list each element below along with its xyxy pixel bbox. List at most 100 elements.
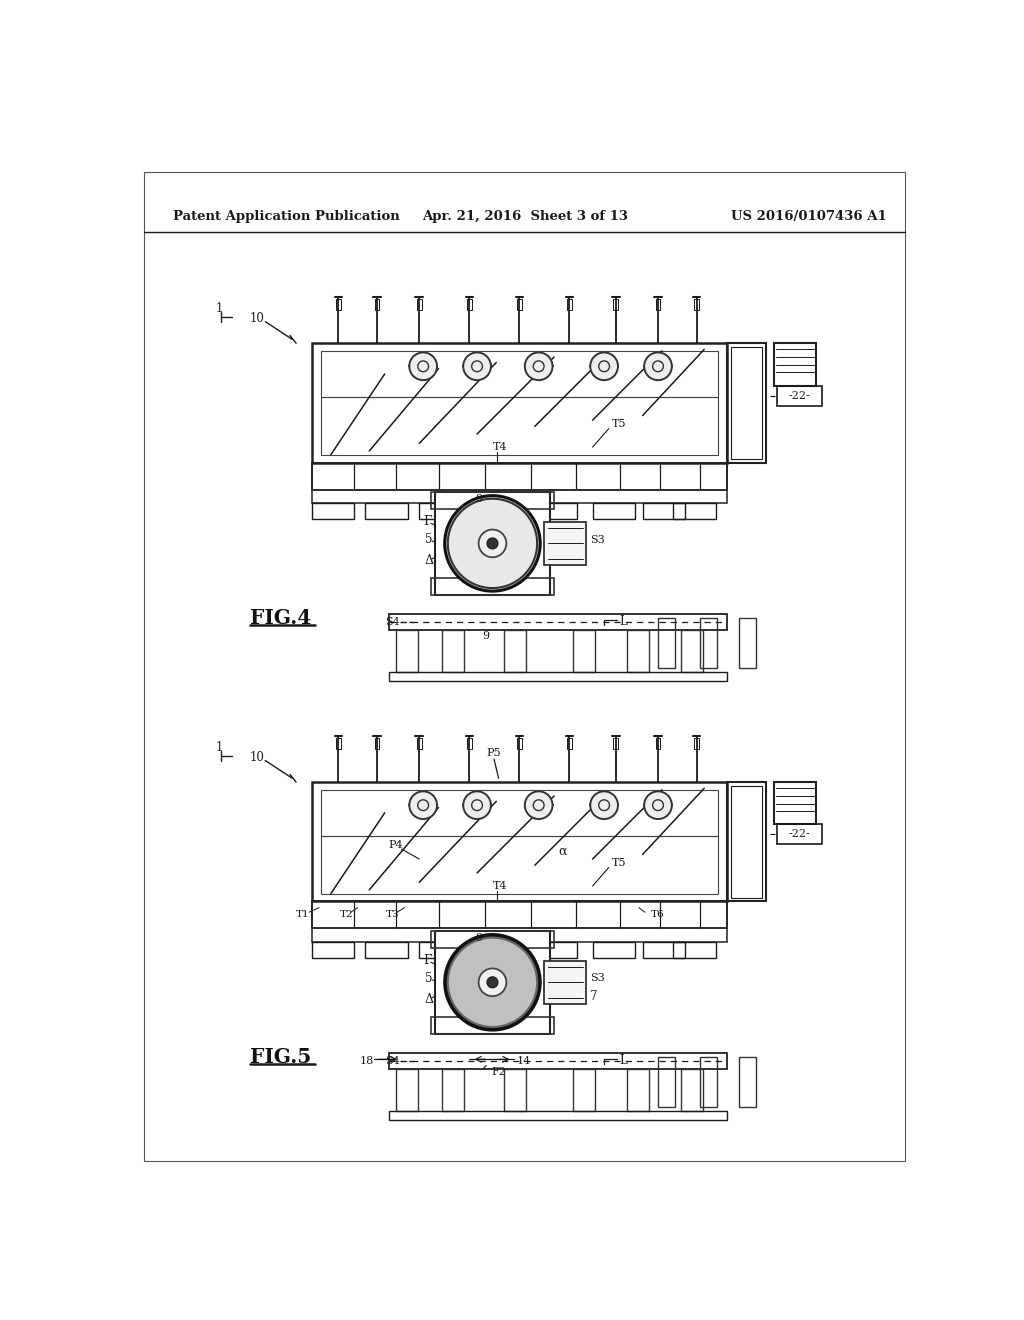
Text: 1: 1 (215, 741, 222, 754)
Text: Δ: Δ (425, 554, 434, 566)
Bar (655, 738, 660, 748)
Text: L: L (620, 615, 628, 628)
Bar (731, 785, 762, 898)
Bar (321, 397, 718, 455)
Text: T4: T4 (493, 442, 507, 453)
Bar (643, 503, 685, 519)
Text: Patent Application Publication: Patent Application Publication (173, 210, 399, 223)
Circle shape (463, 792, 490, 818)
Bar (567, 738, 571, 748)
Text: S4: S4 (385, 1056, 399, 1065)
Bar (336, 738, 341, 748)
Bar (431, 578, 554, 595)
Text: 10: 10 (250, 312, 265, 325)
Bar (773, 781, 816, 825)
Bar (467, 300, 472, 310)
Bar (388, 1111, 727, 1121)
Text: T4: T4 (493, 880, 507, 891)
Text: F2: F2 (490, 1068, 506, 1077)
Text: S3: S3 (590, 973, 605, 983)
Bar (375, 738, 379, 748)
Text: Apr. 21, 2016  Sheet 3 of 13: Apr. 21, 2016 Sheet 3 of 13 (422, 210, 628, 223)
Text: T2: T2 (340, 909, 353, 919)
Bar (731, 347, 762, 459)
Text: -22-: -22- (788, 829, 811, 840)
Bar (375, 300, 379, 310)
Bar (435, 931, 550, 1034)
Text: S4: S4 (385, 616, 399, 627)
Bar (396, 1069, 418, 1111)
Text: T1: T1 (296, 909, 309, 919)
Circle shape (525, 352, 553, 380)
Bar (694, 738, 698, 748)
Text: Γ: Γ (423, 515, 432, 528)
Bar (573, 1069, 595, 1111)
Text: 9: 9 (475, 494, 482, 504)
Bar (700, 618, 717, 668)
Bar (613, 300, 617, 310)
Bar (477, 942, 519, 958)
Text: 9: 9 (482, 631, 489, 640)
Bar (311, 503, 354, 519)
Bar (681, 630, 702, 672)
Bar (593, 942, 635, 958)
Bar (321, 836, 718, 894)
Circle shape (444, 935, 541, 1030)
Text: US 2016/0107436 A1: US 2016/0107436 A1 (731, 210, 887, 223)
Text: T3: T3 (386, 909, 399, 919)
Bar (467, 738, 472, 748)
Bar (366, 503, 408, 519)
Text: 5: 5 (425, 972, 432, 985)
Circle shape (478, 969, 506, 997)
Bar (655, 300, 660, 310)
Bar (435, 492, 550, 595)
Bar (544, 961, 587, 1003)
Bar (628, 1069, 649, 1111)
Bar (311, 781, 727, 902)
Circle shape (478, 529, 506, 557)
Text: P5: P5 (486, 748, 501, 758)
Bar (366, 942, 408, 958)
Bar (544, 521, 587, 565)
Bar (628, 630, 649, 672)
Text: 10: 10 (250, 751, 265, 764)
Circle shape (644, 352, 672, 380)
Bar (700, 1057, 717, 1107)
Bar (504, 630, 525, 672)
Bar (777, 385, 822, 405)
Bar (504, 1069, 525, 1111)
Bar (442, 630, 464, 672)
Text: T6: T6 (651, 909, 665, 919)
Circle shape (644, 792, 672, 818)
Bar (643, 942, 685, 958)
Bar (417, 300, 422, 310)
Text: T5: T5 (611, 418, 627, 429)
Text: 18: 18 (360, 1056, 374, 1065)
Text: FIG.5: FIG.5 (250, 1047, 311, 1067)
Circle shape (447, 499, 538, 589)
Bar (321, 789, 718, 836)
Bar (477, 503, 519, 519)
Text: T5: T5 (611, 858, 627, 869)
Bar (777, 825, 822, 845)
Bar (681, 1069, 702, 1111)
Bar (311, 490, 727, 503)
Bar (573, 630, 595, 672)
Bar (658, 1057, 675, 1107)
Bar (388, 1053, 727, 1069)
Bar (613, 738, 617, 748)
Bar (388, 614, 727, 630)
Circle shape (444, 496, 541, 591)
Bar (311, 902, 727, 928)
Bar (396, 630, 418, 672)
Text: Δ: Δ (425, 993, 434, 1006)
Bar (431, 931, 554, 948)
Circle shape (410, 792, 437, 818)
Text: S3: S3 (590, 535, 605, 545)
Text: 1: 1 (215, 302, 222, 315)
Bar (419, 942, 462, 958)
Bar (739, 1057, 756, 1107)
Circle shape (463, 352, 490, 380)
Circle shape (447, 937, 538, 1027)
Bar (535, 942, 578, 958)
